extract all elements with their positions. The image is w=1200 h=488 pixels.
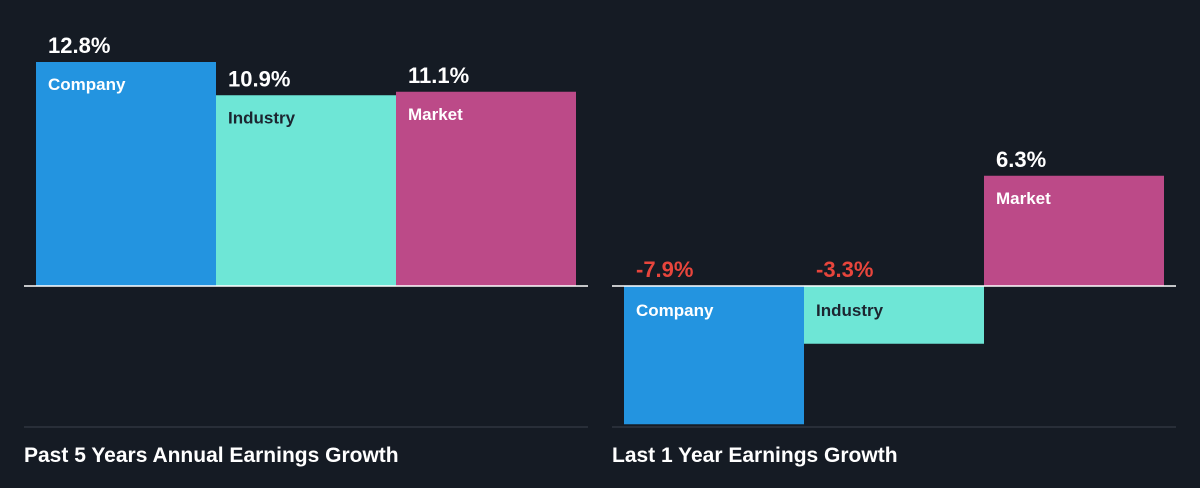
bar-last-1-year-industry <box>804 286 984 344</box>
value-label-past-5-years-market: 11.1% <box>408 63 469 88</box>
category-label-past-5-years-company: Company <box>48 75 126 94</box>
value-label-past-5-years-company: 12.8% <box>48 33 110 58</box>
category-label-past-5-years-market: Market <box>408 105 463 124</box>
category-label-past-5-years-industry: Industry <box>228 108 296 127</box>
category-label-last-1-year-market: Market <box>996 189 1051 208</box>
bar-past-5-years-company <box>36 62 216 286</box>
bar-past-5-years-industry <box>216 95 396 286</box>
bar-last-1-year-market <box>984 175 1164 286</box>
category-label-last-1-year-industry: Industry <box>816 301 884 320</box>
chart-title-last-1-year: Last 1 Year Earnings Growth <box>612 444 898 467</box>
chart-title-past-5-years: Past 5 Years Annual Earnings Growth <box>24 444 399 467</box>
value-label-last-1-year-company: -7.9% <box>636 257 693 282</box>
value-label-past-5-years-industry: 10.9% <box>228 66 290 91</box>
value-label-last-1-year-market: 6.3% <box>996 147 1046 172</box>
category-label-last-1-year-company: Company <box>636 301 714 320</box>
bar-past-5-years-market <box>396 91 576 286</box>
value-label-last-1-year-industry: -3.3% <box>816 257 873 282</box>
bar-last-1-year-company <box>624 286 804 425</box>
